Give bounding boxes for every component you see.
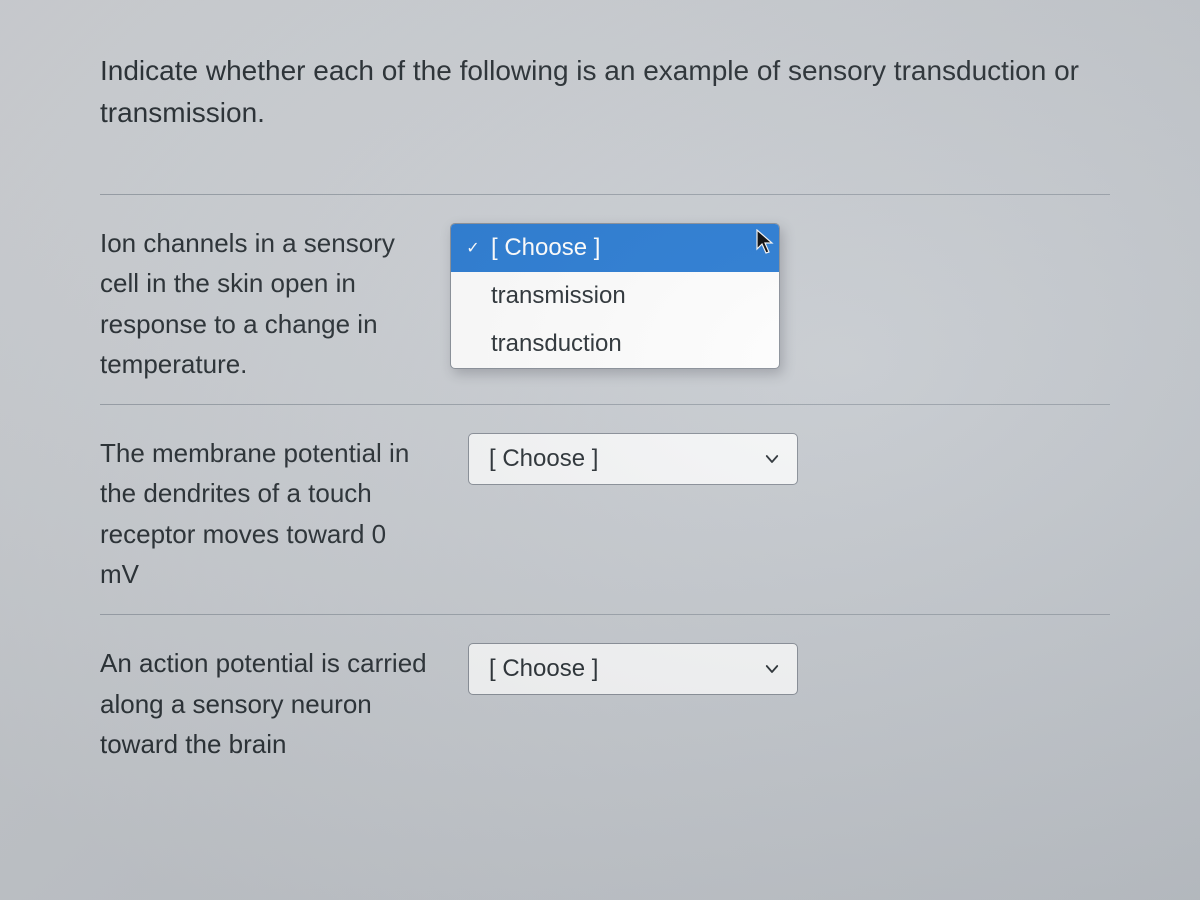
chevron-down-icon (763, 660, 781, 678)
item-1-dropdown[interactable]: ✓ [ Choose ] transmission transduction (450, 223, 780, 369)
item-3-label: An action potential is carried along a s… (100, 643, 430, 764)
question-item-1: Ion channels in a sensory cell in the sk… (100, 194, 1110, 404)
dropdown-option-choose[interactable]: ✓ [ Choose ] (451, 224, 779, 272)
dropdown-option-label: transduction (491, 330, 622, 358)
item-3-dropdown[interactable]: [ Choose ] (468, 643, 798, 695)
dropdown-select[interactable]: [ Choose ] (468, 433, 798, 485)
item-1-label: Ion channels in a sensory cell in the sk… (100, 223, 430, 384)
check-icon: ✓ (465, 238, 481, 258)
chevron-down-icon (763, 450, 781, 468)
dropdown-option-transduction[interactable]: transduction (451, 320, 779, 368)
item-2-label: The membrane potential in the dendrites … (100, 433, 430, 594)
dropdown-listbox[interactable]: ✓ [ Choose ] transmission transduction (450, 223, 780, 369)
dropdown-selected-value: [ Choose ] (489, 445, 598, 473)
dropdown-select[interactable]: [ Choose ] (468, 643, 798, 695)
question-item-2: The membrane potential in the dendrites … (100, 404, 1110, 614)
question-item-3: An action potential is carried along a s… (100, 614, 1110, 784)
question-prompt: Indicate whether each of the following i… (100, 50, 1110, 134)
dropdown-option-label: transmission (491, 282, 626, 310)
item-2-dropdown[interactable]: [ Choose ] (468, 433, 798, 485)
dropdown-option-transmission[interactable]: transmission (451, 272, 779, 320)
dropdown-option-label: [ Choose ] (491, 234, 600, 262)
dropdown-selected-value: [ Choose ] (489, 655, 598, 683)
